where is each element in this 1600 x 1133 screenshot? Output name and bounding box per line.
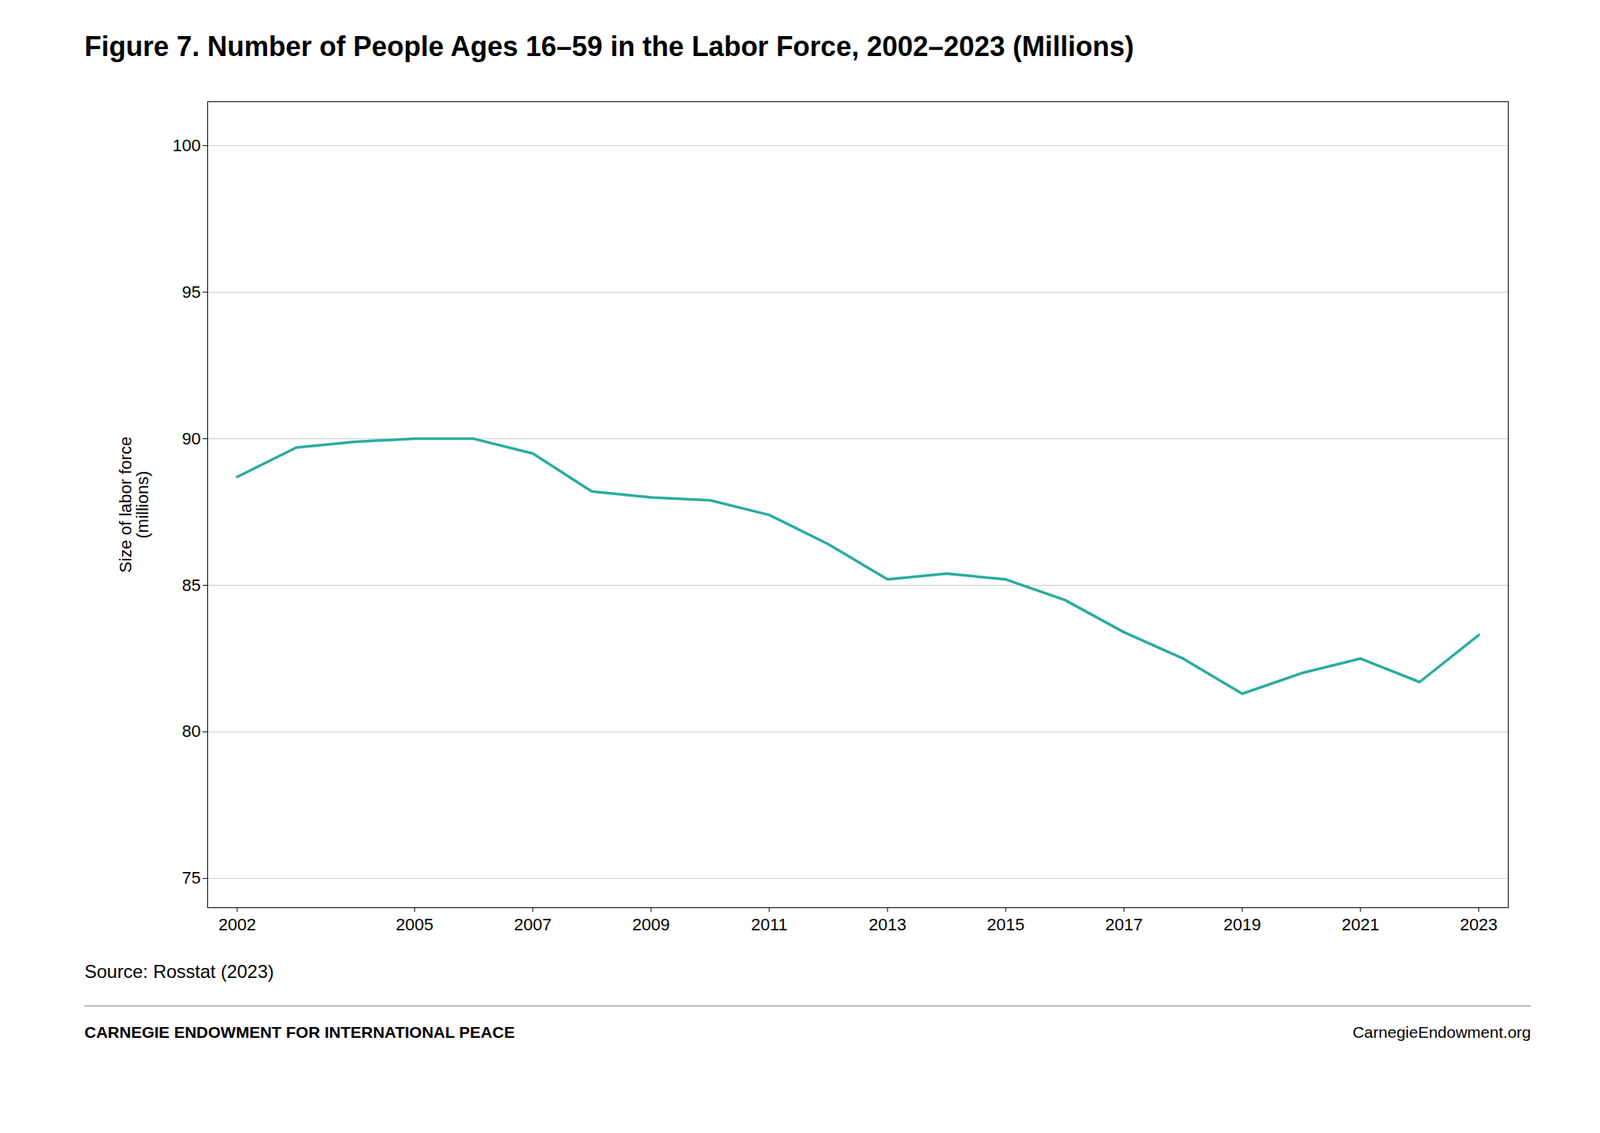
- svg-text:2019: 2019: [1223, 915, 1262, 935]
- svg-text:2013: 2013: [869, 915, 907, 935]
- svg-text:85: 85: [181, 575, 201, 596]
- svg-text:2017: 2017: [1105, 915, 1144, 935]
- svg-text:2007: 2007: [514, 915, 553, 935]
- html-text:CarnegieEndowment.org: CarnegieEndowment.org: [1352, 1023, 1531, 1042]
- svg-text:90: 90: [181, 429, 201, 449]
- svg-text:Size of labor force(millions): Size of labor force(millions): [115, 436, 153, 573]
- html-text:Figure 7. Number of People Age: Figure 7. Number of People Ages 16–59 in…: [84, 30, 1135, 63]
- svg-text:2009: 2009: [632, 915, 671, 935]
- svg-text:75: 75: [181, 868, 201, 888]
- svg-text:2002: 2002: [218, 915, 257, 935]
- svg-text:2023: 2023: [1460, 915, 1498, 935]
- html-text:CARNEGIE ENDOWMENT FOR INTERNA: CARNEGIE ENDOWMENT FOR INTERNATIONAL PEA…: [84, 1023, 515, 1042]
- svg-text:2015: 2015: [987, 915, 1025, 935]
- svg-text:100: 100: [172, 135, 202, 156]
- html-text:Source: Rosstat (2023): Source: Rosstat (2023): [84, 961, 274, 982]
- svg-text:2005: 2005: [396, 915, 434, 935]
- svg-text:2021: 2021: [1342, 915, 1380, 935]
- svg-text:80: 80: [181, 721, 201, 741]
- svg-text:2011: 2011: [750, 915, 787, 935]
- svg-text:95: 95: [181, 282, 201, 302]
